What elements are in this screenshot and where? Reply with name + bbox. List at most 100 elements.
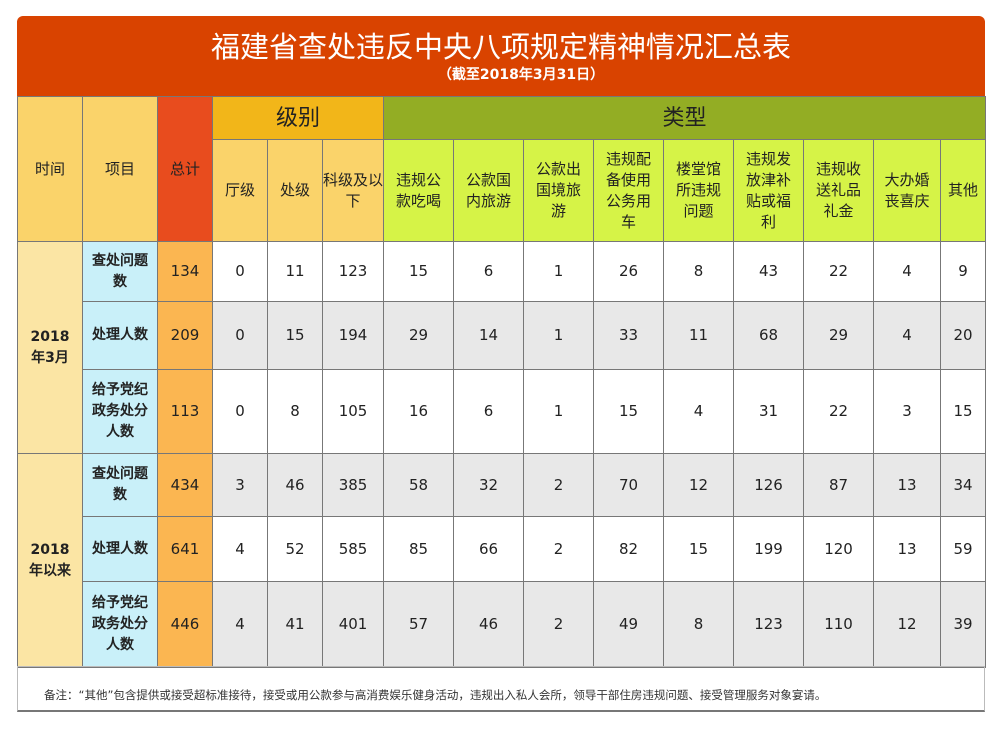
- value-cell: 4: [212, 581, 268, 668]
- value-cell: 15: [940, 369, 987, 454]
- value-cell: 32: [453, 453, 525, 517]
- value-cell: 52: [267, 516, 323, 582]
- row-item: 查处问题数: [82, 453, 158, 517]
- value-cell: 31: [733, 369, 805, 454]
- value-cell: 26: [593, 241, 665, 302]
- value-cell: 8: [267, 369, 323, 454]
- value-cell: 15: [593, 369, 665, 454]
- header-type: 公款国内旅游: [453, 139, 525, 242]
- value-cell: 59: [940, 516, 987, 582]
- value-cell: 12: [663, 453, 735, 517]
- value-cell: 22: [803, 369, 875, 454]
- value-cell: 4: [873, 241, 942, 302]
- value-cell: 4: [873, 301, 942, 370]
- value-cell: 46: [453, 581, 525, 668]
- value-cell: 33: [593, 301, 665, 370]
- header-level: 厅级: [212, 139, 268, 242]
- value-cell: 58: [383, 453, 455, 517]
- value-cell: 13: [873, 453, 942, 517]
- value-cell: 87: [803, 453, 875, 517]
- value-cell: 20: [940, 301, 987, 370]
- value-cell: 585: [321, 516, 385, 582]
- header-type: 楼堂馆所违规问题: [663, 139, 735, 242]
- total-cell: 209: [157, 301, 213, 370]
- value-cell: 39: [940, 581, 987, 668]
- value-cell: 9: [940, 241, 987, 302]
- table-row: 处理人数 641 4 52 585 85 66 2 82 15 199 120 13 59: [18, 516, 987, 582]
- header-level-group: 级别: [211, 96, 385, 140]
- value-cell: 70: [593, 453, 665, 517]
- value-cell: 1: [523, 369, 595, 454]
- value-cell: 105: [321, 369, 385, 454]
- value-cell: 126: [733, 453, 805, 517]
- total-cell: 446: [157, 581, 213, 668]
- title-banner: 福建省查处违反中央八项规定精神情况汇总表 （截至2018年3月31日）: [17, 16, 985, 96]
- value-cell: 11: [663, 301, 735, 370]
- period-label: 2018年3月: [17, 241, 83, 454]
- value-cell: 110: [803, 581, 875, 668]
- value-cell: 2: [523, 453, 595, 517]
- period-label: 2018年以来: [17, 453, 83, 668]
- value-cell: 34: [940, 453, 987, 517]
- value-cell: 68: [733, 301, 805, 370]
- value-cell: 0: [212, 369, 268, 454]
- header-type: 违规配备使用公务用车: [593, 139, 665, 242]
- value-cell: 15: [663, 516, 735, 582]
- value-cell: 46: [267, 453, 323, 517]
- value-cell: 0: [212, 241, 268, 302]
- value-cell: 85: [383, 516, 455, 582]
- value-cell: 6: [453, 369, 525, 454]
- value-cell: 13: [873, 516, 942, 582]
- value-cell: 22: [803, 241, 875, 302]
- value-cell: 123: [733, 581, 805, 668]
- header-type: 违规公款吃喝: [383, 139, 455, 242]
- row-item: 给予党纪政务处分人数: [82, 581, 158, 668]
- value-cell: 2: [523, 581, 595, 668]
- value-cell: 123: [321, 241, 385, 302]
- table-row: 2018年以来 查处问题数 434 3 46 385 58 32 2 70 12 126 87 13 34: [17, 453, 987, 668]
- value-cell: 194: [321, 301, 385, 370]
- table-row: 2018年3月 查处问题数 134 0 11 123 15 6 1 26 8 43 22 4 9: [17, 241, 987, 454]
- value-cell: 57: [383, 581, 455, 668]
- value-cell: 16: [383, 369, 455, 454]
- value-cell: 15: [383, 241, 455, 302]
- total-cell: 134: [157, 241, 213, 302]
- value-cell: 8: [663, 581, 735, 668]
- table-row: 给予党纪政务处分人数 446 4 41 401 57 46 2 49 8 123 110 12 39: [18, 581, 987, 668]
- header-total: 总计: [157, 96, 213, 242]
- value-cell: 199: [733, 516, 805, 582]
- value-cell: 15: [267, 301, 323, 370]
- value-cell: 3: [212, 453, 268, 517]
- value-cell: 0: [212, 301, 268, 370]
- page-subtitle: （截至2018年3月31日）: [437, 67, 605, 83]
- value-cell: 4: [212, 516, 268, 582]
- row-item: 查处问题数: [82, 241, 158, 302]
- header-type: 大办婚丧喜庆: [873, 139, 942, 242]
- header-type: 违规收送礼品礼金: [803, 139, 875, 242]
- header-time: 时间: [17, 96, 83, 242]
- header-type: 其他: [940, 139, 987, 242]
- value-cell: 14: [453, 301, 525, 370]
- value-cell: 66: [453, 516, 525, 582]
- total-cell: 434: [157, 453, 213, 517]
- table-row: 处理人数 209 0 15 194 29 14 1 33 11 68 29 4 20: [18, 301, 987, 370]
- page-title: 福建省查处违反中央八项规定精神情况汇总表: [210, 30, 791, 64]
- value-cell: 12: [873, 581, 942, 668]
- value-cell: 1: [523, 241, 595, 302]
- value-cell: 49: [593, 581, 665, 668]
- value-cell: 120: [803, 516, 875, 582]
- value-cell: 401: [321, 581, 385, 668]
- value-cell: 1: [523, 301, 595, 370]
- total-cell: 641: [157, 516, 213, 582]
- value-cell: 385: [321, 453, 385, 517]
- row-item: 处理人数: [82, 516, 158, 582]
- table-row: 给予党纪政务处分人数 113 0 8 105 16 6 1 15 4 31 22 3 15: [18, 369, 987, 454]
- value-cell: 4: [663, 369, 735, 454]
- value-cell: 43: [733, 241, 805, 302]
- summary-table: 时间 项目 总计 级别 类型 厅级 处级 科级及以下 违规公款吃喝 公款国内旅游 公款出国…: [17, 96, 987, 668]
- value-cell: 11: [267, 241, 323, 302]
- header-type-group: 类型: [383, 96, 987, 140]
- header-level: 处级: [267, 139, 323, 242]
- value-cell: 82: [593, 516, 665, 582]
- value-cell: 29: [383, 301, 455, 370]
